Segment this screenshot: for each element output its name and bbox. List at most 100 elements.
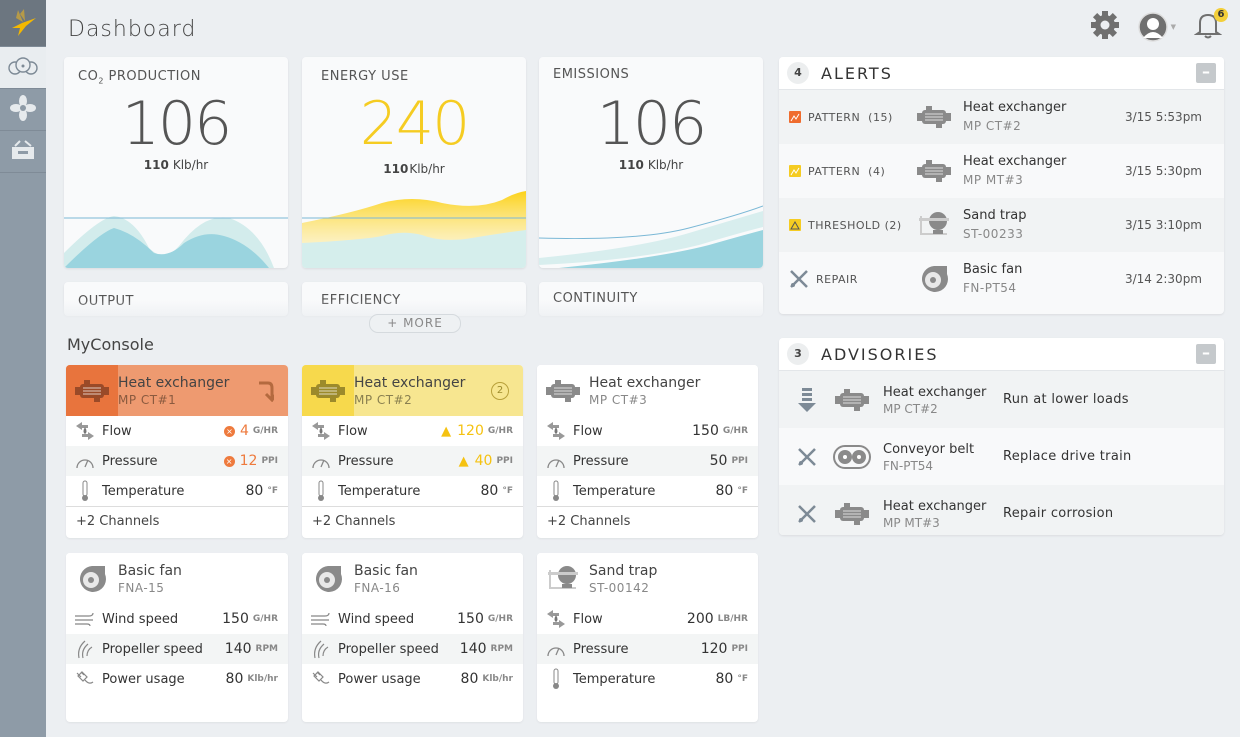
advisory-row[interactable]: Heat exchanger MP MT#3 Repair corrosion [779, 485, 1224, 535]
collapse-alerts-button[interactable]: – [1196, 63, 1216, 83]
advisory-device: Heat exchanger [883, 498, 987, 514]
device-card[interactable]: Sand trap ST-00142 Flow 200 LB/HR Pressure 12… [537, 553, 758, 722]
device-name: Heat exchanger [354, 375, 466, 391]
thermometer-icon [551, 668, 561, 690]
metric-value: 80 [480, 483, 499, 499]
repair-icon [797, 504, 817, 524]
channels-link[interactable]: +2 Channels [537, 506, 758, 536]
kpi-emissions[interactable]: EMISSIONS 106 110 Klb/hr [539, 57, 763, 268]
advisory-device-id: MP CT#2 [883, 401, 938, 416]
kpi-value: 240 [359, 89, 471, 159]
pattern-icon [789, 165, 801, 177]
chevron-down-icon: ▼ [1170, 23, 1176, 31]
wind-icon [310, 611, 332, 627]
lower-load-icon [797, 387, 817, 413]
alert-row[interactable]: REPAIR Basic fan FN-PT54 3/14 2:30pm [779, 252, 1224, 306]
heat-exchanger-icon [833, 388, 871, 412]
metric-row: Flow × 4 G/HR [66, 416, 288, 446]
kpi-energy-use[interactable]: ENERGY USE 240 110Klb/hr [302, 57, 526, 268]
alert-device: Heat exchanger [963, 100, 1067, 115]
alert-row[interactable]: PATTERN (4) Heat exchanger MP MT#3 3/15 5… [779, 144, 1224, 198]
refresh-button[interactable] [256, 380, 278, 406]
fan-icon [9, 94, 37, 126]
metric-label: Power usage [102, 671, 185, 687]
alerts-title: ALERTS [821, 63, 893, 83]
advisory-device: Conveyor belt [883, 441, 975, 457]
device-card[interactable]: Basic fan FNA-16 Wind speed 150 G/HR Propell… [302, 553, 523, 722]
channels-link[interactable]: +2 Channels [302, 506, 523, 536]
metric-row: Propeller speed 140 RPM [302, 634, 523, 664]
device-card[interactable]: Basic fan FNA-15 Wind speed 150 G/HR Propell… [66, 553, 288, 722]
sidebar-item-fans[interactable] [0, 89, 46, 131]
alert-row[interactable]: PATTERN (15) Heat exchanger MP CT#2 3/15 … [779, 90, 1224, 144]
metric-unit: RPM [255, 644, 278, 654]
pressure-gauge-icon [311, 452, 331, 470]
collapse-advisories-button[interactable]: – [1196, 344, 1216, 364]
fan-icon [919, 264, 949, 294]
metric-row: Flow 200 LB/HR [537, 604, 758, 634]
device-id: MP CT#2 [354, 393, 413, 407]
device-name: Basic fan [118, 563, 182, 579]
metric-label: Pressure [102, 453, 158, 469]
heat-exchanger-icon [544, 379, 582, 403]
warning-icon: ▲ [441, 423, 452, 439]
action-count-badge[interactable]: 2 [491, 382, 509, 400]
kpi-label: CO2 PRODUCTION [78, 69, 201, 86]
sidebar-item-tools[interactable] [0, 131, 46, 173]
alert-row[interactable]: THRESHOLD (2) Sand trap ST-00233 3/15 3:1… [779, 198, 1224, 252]
metric-unit: G/HR [487, 426, 513, 436]
metric-unit: LB/HR [717, 614, 748, 624]
advisory-device-id: FN-PT54 [883, 458, 934, 473]
device-card[interactable]: Heat exchanger MP CT#3 Flow 150 G/HR Pressur… [537, 365, 758, 538]
alerts-count: 4 [787, 62, 809, 84]
flow-icon [545, 420, 567, 442]
metric-row: Pressure × 12 PPI [66, 446, 288, 476]
heat-exchanger-icon [833, 502, 871, 526]
metric-label: Flow [102, 423, 132, 439]
flow-icon [545, 608, 567, 630]
metric-value: 80 [245, 483, 264, 499]
alert-type: THRESHOLD (2) [808, 218, 902, 232]
gear-icon[interactable] [1090, 10, 1120, 44]
metric-value: 80 [225, 671, 244, 687]
hummingbird-logo-icon[interactable] [0, 0, 46, 47]
heat-exchanger-icon [915, 105, 953, 129]
sidebar-item-gauges[interactable] [0, 47, 46, 89]
metric-label: Propeller speed [102, 641, 203, 657]
alert-type: REPAIR [816, 272, 858, 286]
metric-label: Temperature [102, 483, 185, 499]
metric-label: Pressure [573, 453, 629, 469]
channels-link[interactable]: +2 Channels [66, 506, 288, 536]
metric-value: 40 [474, 453, 493, 469]
pressure-gauge-icon [75, 452, 95, 470]
flow-icon [310, 420, 332, 442]
advisory-row[interactable]: Heat exchanger MP CT#2 Run at lower loads [779, 371, 1224, 428]
plug-icon [310, 670, 332, 688]
metric-row: Temperature 80 °F [537, 476, 758, 506]
device-name: Basic fan [354, 563, 418, 579]
device-card[interactable]: Heat exchanger MP CT#1 Flow × 4 G/HR Pressure… [66, 365, 288, 538]
wind-icon [74, 611, 96, 627]
alert-device: Heat exchanger [963, 154, 1067, 169]
advisory-action: Repair corrosion [1003, 506, 1114, 521]
device-card[interactable]: Heat exchanger MP CT#2 2 Flow ▲ 120 G/HR Pres… [302, 365, 523, 538]
metric-unit: °F [737, 486, 748, 496]
error-icon: × [223, 425, 235, 437]
metric-value: 150 [457, 611, 484, 627]
advisory-row[interactable]: Conveyor belt FN-PT54 Replace drive train [779, 428, 1224, 485]
sand-trap-icon [546, 564, 580, 594]
metric-label: Temperature [573, 483, 656, 499]
fan-icon [313, 564, 343, 594]
advisories-count: 3 [787, 343, 809, 365]
metric-value: 80 [460, 671, 479, 687]
advisory-action: Run at lower loads [1003, 392, 1129, 407]
bell-button[interactable]: 6 [1193, 8, 1228, 44]
metric-unit: G/HR [722, 426, 748, 436]
user-avatar[interactable]: ▼ [1137, 12, 1176, 42]
device-name: Heat exchanger [118, 375, 230, 391]
more-button[interactable]: + MORE [369, 314, 461, 333]
pressure-gauge-icon [546, 452, 566, 470]
kpi-co2-production[interactable]: CO2 PRODUCTION 106 110 Klb/hr [64, 57, 288, 268]
